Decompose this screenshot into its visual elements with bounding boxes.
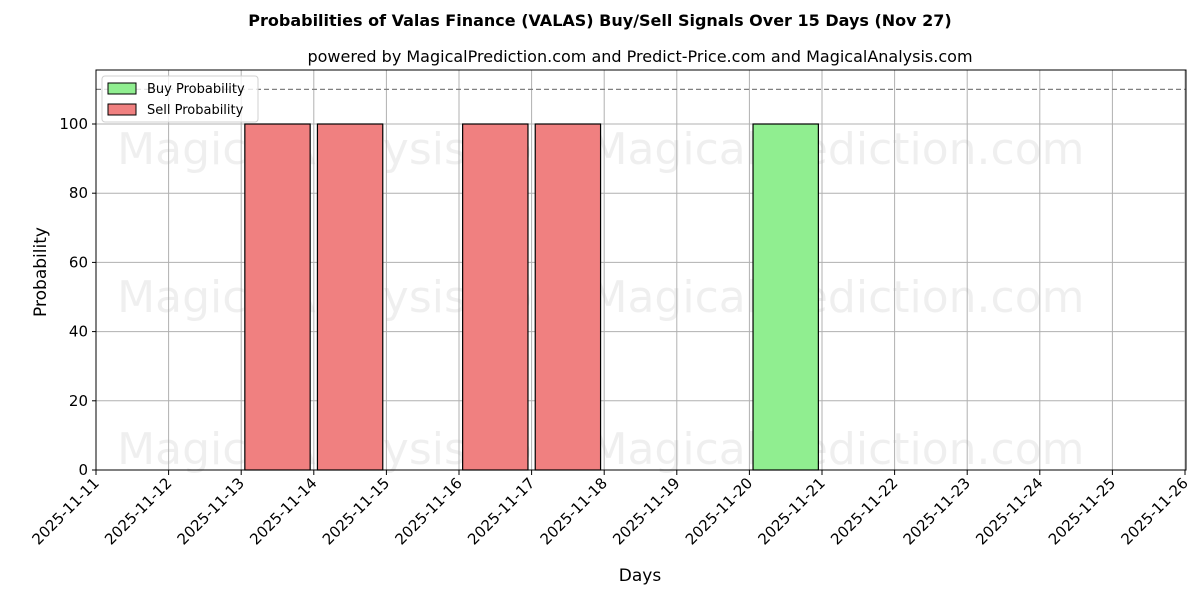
y-tick-label: 40 (69, 323, 88, 341)
bar-buy-probability (752, 123, 819, 471)
x-tick-label: 2025-11-14 (246, 474, 320, 548)
x-tick-label: 2025-11-12 (101, 474, 175, 548)
x-tick-label: 2025-11-13 (174, 474, 248, 548)
x-tick-label: 2025-11-18 (537, 474, 611, 548)
axes-frame (95, 69, 1187, 471)
x-tick-label: 2025-11-19 (609, 474, 683, 548)
y-tick-label: 100 (59, 115, 88, 133)
watermark: MagicalPrediction.com (590, 124, 1085, 175)
y-tick-label: 0 (78, 461, 88, 479)
x-tick-label: 2025-11-11 (28, 474, 102, 548)
chart-subtitle: powered by MagicalPrediction.com and Pre… (307, 47, 972, 66)
watermark: MagicalPrediction.com (590, 272, 1085, 323)
legend-swatch (107, 82, 137, 95)
x-tick-label: 2025-11-15 (319, 474, 393, 548)
x-tick-label: 2025-11-17 (464, 474, 538, 548)
legend-box (101, 75, 259, 123)
x-axis-label: Days (619, 566, 662, 586)
y-tick-label: 20 (69, 392, 88, 410)
y-tick-label: 60 (69, 253, 88, 271)
y-axis-label: Probability (31, 227, 51, 317)
x-tick-label: 2025-11-20 (682, 474, 756, 548)
x-tick-label: 2025-11-25 (1045, 474, 1119, 548)
legend-label: Sell Probability (147, 103, 244, 118)
watermark: MagicalPrediction.com (590, 424, 1085, 475)
bar-sell-probability (316, 123, 384, 471)
legend-label: Buy Probability (147, 82, 245, 97)
y-tick-label: 80 (69, 184, 88, 202)
bar-sell-probability (462, 123, 529, 471)
x-tick-label: 2025-11-23 (900, 474, 974, 548)
legend-swatch (107, 103, 137, 116)
x-tick-label: 2025-11-22 (827, 474, 901, 548)
x-tick-label: 2025-11-26 (1117, 474, 1191, 548)
bar-sell-probability (244, 123, 311, 471)
x-tick-label: 2025-11-16 (391, 474, 465, 548)
x-tick-label: 2025-11-24 (972, 474, 1046, 548)
chart-title: Probabilities of Valas Finance (VALAS) B… (248, 11, 951, 30)
x-tick-label: 2025-11-21 (754, 474, 828, 548)
bar-sell-probability (534, 123, 602, 471)
plot-area: MagicalAnalysis.comMagicalPrediction.com… (28, 69, 1192, 548)
